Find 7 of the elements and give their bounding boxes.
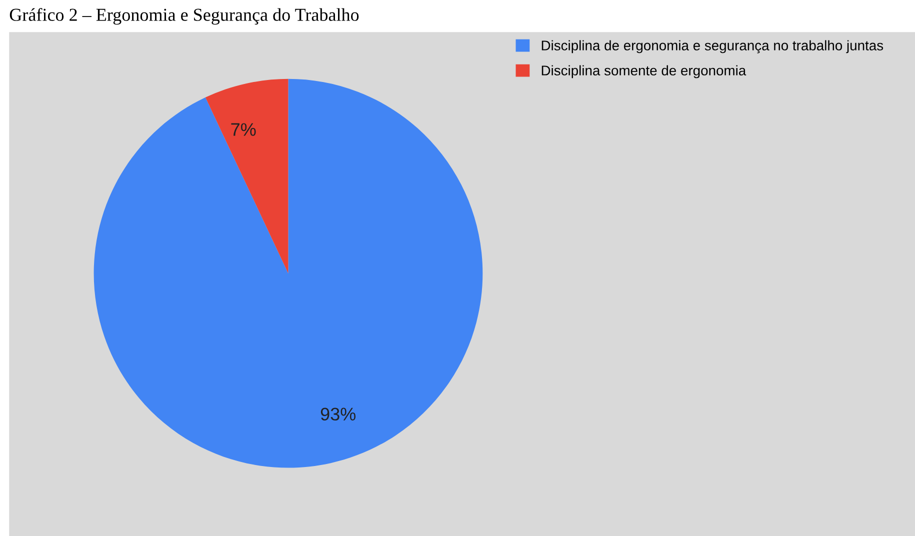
data-label: 93% [320, 408, 356, 421]
pie-slice [205, 78, 288, 274]
legend-label: Disciplina de ergonomia e segurança no trabalho juntas [542, 40, 884, 54]
legend-label: Disciplina somente de ergonomia [542, 65, 746, 78]
pie-slice [94, 78, 483, 468]
data-label: 7% [231, 123, 256, 136]
chart-title: Gráfico 2 – Ergonomia e Segurança do Trabalho [10, 8, 359, 25]
